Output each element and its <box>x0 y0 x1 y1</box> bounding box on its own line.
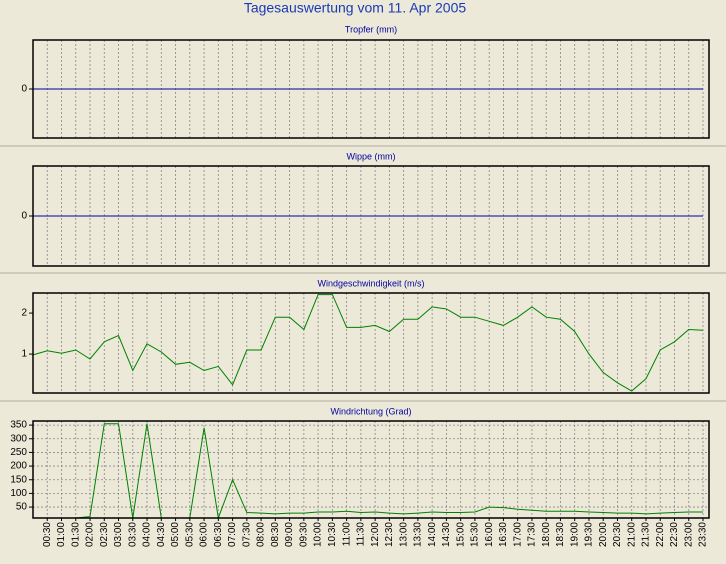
x-tick-label: 07:30 <box>241 522 252 547</box>
x-tick-label: 02:30 <box>99 522 110 547</box>
x-tick-label: 11:30 <box>356 522 367 547</box>
y-tick-label: 50 <box>16 502 28 513</box>
x-tick-label: 09:30 <box>298 522 309 547</box>
x-tick-label: 21:00 <box>626 522 637 547</box>
data-line <box>32 294 704 392</box>
panel-title: Wippe (mm) <box>347 151 396 161</box>
x-tick-label: 04:30 <box>156 522 167 547</box>
x-tick-label: 13:00 <box>398 522 409 547</box>
x-tick-label: 20:00 <box>598 522 609 547</box>
x-tick-label: 03:30 <box>127 522 138 547</box>
x-tick-label: 18:30 <box>555 522 566 547</box>
x-tick-label: 15:00 <box>455 522 466 547</box>
x-tick-label: 22:00 <box>655 522 666 547</box>
x-tick-label: 23:30 <box>698 522 709 547</box>
y-tick-label: 200 <box>10 461 27 472</box>
x-tick-label: 02:00 <box>85 522 96 547</box>
x-tick-label: 18:00 <box>541 522 552 547</box>
y-tick-label: 250 <box>10 447 27 458</box>
panel-title: Windrichtung (Grad) <box>330 406 411 416</box>
y-tick-label: 2 <box>21 308 27 319</box>
y-tick-label: 150 <box>10 474 27 485</box>
x-tick-label: 12:30 <box>384 522 395 547</box>
x-tick-label: 22:30 <box>669 522 680 547</box>
x-tick-label: 00:30 <box>42 522 53 547</box>
x-tick-label: 03:00 <box>113 522 124 547</box>
y-tick-label: 100 <box>10 488 27 499</box>
x-tick-label: 06:00 <box>199 522 210 547</box>
plot-frame <box>32 292 710 394</box>
x-tick-label: 04:00 <box>142 522 153 547</box>
x-tick-label: 23:00 <box>683 522 694 547</box>
x-tick-label: 19:30 <box>584 522 595 547</box>
x-tick-label: 17:00 <box>512 522 523 547</box>
x-tick-label: 14:00 <box>427 522 438 547</box>
panel-title: Windgeschwindigkeit (m/s) <box>317 278 424 288</box>
x-tick-label: 21:30 <box>641 522 652 547</box>
x-tick-label: 20:30 <box>612 522 623 547</box>
x-tick-label: 05:30 <box>184 522 195 547</box>
plot-frame <box>32 165 710 267</box>
x-tick-label: 09:00 <box>284 522 295 547</box>
plot-frame <box>32 39 710 139</box>
y-tick-label: 0 <box>21 84 27 95</box>
y-tick-label: 300 <box>10 433 27 444</box>
x-tick-label: 11:00 <box>341 522 352 547</box>
page-title: Tagesauswertung vom 11. Apr 2005 <box>244 0 467 16</box>
x-tick-label: 13:30 <box>413 522 424 547</box>
x-tick-label: 01:00 <box>56 522 67 547</box>
x-tick-label: 15:30 <box>470 522 481 547</box>
x-tick-label: 14:30 <box>441 522 452 547</box>
data-line <box>33 423 703 520</box>
x-tick-label: 19:00 <box>569 522 580 547</box>
x-tick-label: 05:00 <box>170 522 181 547</box>
plot-frame <box>32 420 710 519</box>
y-tick-label: 350 <box>10 420 27 431</box>
x-tick-label: 01:30 <box>70 522 81 547</box>
x-tick-label: 16:00 <box>484 522 495 547</box>
x-tick-label: 16:30 <box>498 522 509 547</box>
x-tick-label: 17:30 <box>527 522 538 547</box>
x-tick-label: 08:30 <box>270 522 281 547</box>
x-tick-label: 10:00 <box>313 522 324 547</box>
y-tick-label: 0 <box>21 211 27 222</box>
x-tick-label: 12:00 <box>370 522 381 547</box>
x-tick-label: 10:30 <box>327 522 338 547</box>
x-tick-label: 07:00 <box>227 522 238 547</box>
x-tick-label: 08:00 <box>256 522 267 547</box>
panel-title: Tropfer (mm) <box>345 24 397 34</box>
x-tick-label: 06:30 <box>213 522 224 547</box>
y-tick-label: 1 <box>21 349 27 360</box>
